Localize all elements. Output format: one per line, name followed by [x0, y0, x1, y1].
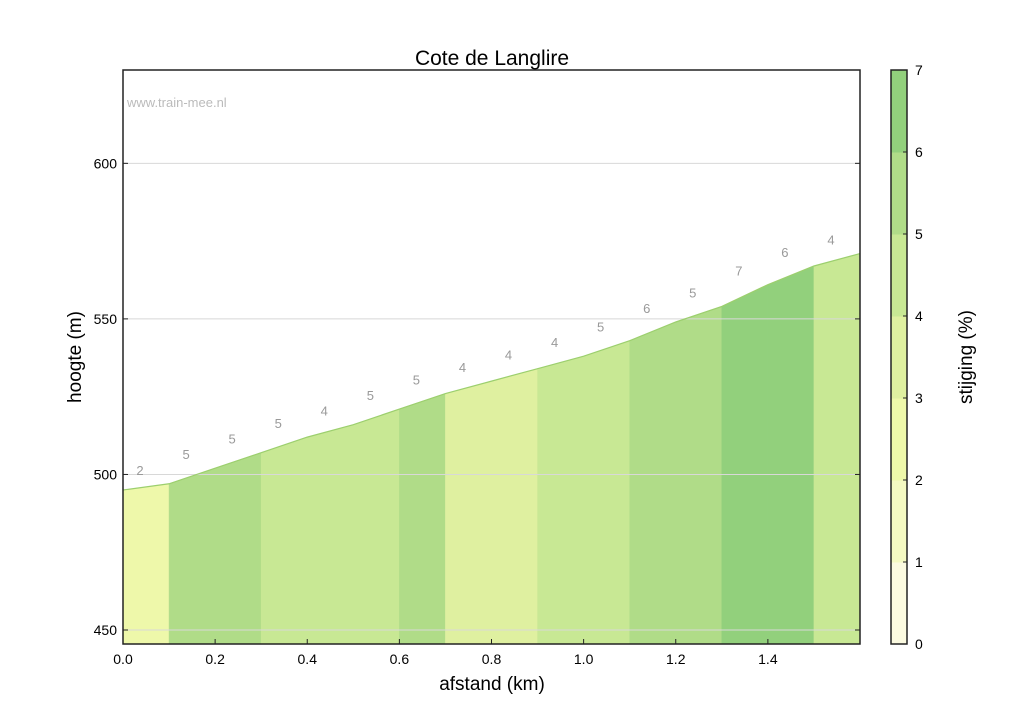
colorbar-segment	[891, 398, 907, 481]
x-tick-label: 0.4	[298, 651, 318, 667]
watermark: www.train-mee.nl	[126, 95, 227, 110]
x-axis-label: afstand (km)	[439, 674, 545, 695]
elevation-line	[122, 252, 861, 491]
grade-band	[445, 380, 492, 645]
y-tick-label: 600	[94, 155, 118, 171]
segment-grade-label: 6	[781, 245, 788, 260]
segment-grade-label: 5	[597, 320, 604, 335]
segment-grade-label: 4	[459, 360, 466, 375]
colorbar-segment	[891, 562, 907, 645]
y-axis-ticks: 450 500 550 600	[94, 155, 860, 638]
grade-band	[583, 340, 630, 645]
grade-band	[168, 467, 216, 645]
segment-grade-label: 5	[413, 373, 420, 388]
colorbar-tick-label: 1	[915, 554, 923, 570]
grade-band	[721, 284, 769, 645]
x-tick-label: 0.8	[482, 651, 502, 667]
x-axis-ticks: 0.0 0.2 0.4 0.6 0.8 1.0 1.2 1.4	[113, 639, 778, 667]
colorbar-tick-label: 0	[915, 636, 923, 652]
segment-grade-label: 5	[182, 447, 189, 462]
segment-grade-labels: 2 5 5 5 4 5 5 4 4 4 5 6 5 7 6 4	[136, 233, 834, 478]
gridlines	[123, 162, 860, 631]
chart-title: Cote de Langlire	[415, 47, 569, 70]
grade-band	[307, 424, 354, 645]
x-tick-label: 1.2	[666, 651, 686, 667]
colorbar: 0 1 2 3 4 5 6 7	[890, 62, 923, 652]
colorbar-label: stijging (%)	[956, 310, 977, 404]
segment-grade-label: 5	[229, 432, 236, 447]
colorbar-tick-label: 7	[915, 62, 923, 78]
x-tick-label: 1.4	[758, 651, 778, 667]
grade-band	[767, 265, 815, 645]
colorbar-tick-label: 6	[915, 144, 923, 160]
colorbar-segment	[891, 316, 907, 399]
y-tick-label: 550	[94, 311, 118, 327]
x-tick-label: 0.6	[390, 651, 410, 667]
x-tick-label: 1.0	[574, 651, 594, 667]
segment-grade-label: 7	[735, 264, 742, 279]
x-tick-label: 0.0	[113, 651, 133, 667]
segment-grade-label: 2	[136, 463, 143, 478]
colorbar-frame	[890, 69, 908, 645]
grade-band	[214, 452, 262, 645]
segment-grade-label: 4	[321, 404, 328, 419]
colorbar-segment	[891, 152, 907, 235]
y-tick-label: 500	[94, 466, 118, 482]
grade-band	[491, 368, 538, 645]
grade-band	[675, 306, 723, 645]
grade-band	[537, 355, 584, 645]
grade-band	[399, 393, 446, 645]
segment-grade-label: 4	[551, 335, 558, 350]
grade-band	[260, 436, 308, 645]
colorbar-tick-label: 4	[915, 308, 923, 324]
segment-grade-label: 5	[689, 285, 696, 300]
colorbar-segment	[891, 70, 907, 153]
colorbar-tick-label: 2	[915, 472, 923, 488]
grade-band	[813, 253, 861, 645]
y-axis-label: hoogte (m)	[65, 311, 86, 403]
colorbar-tick-label: 5	[915, 226, 923, 242]
grade-band	[353, 408, 400, 645]
y-tick-label: 450	[94, 622, 118, 638]
segment-grade-label: 6	[643, 301, 650, 316]
segment-grade-label: 4	[505, 348, 512, 363]
segment-grade-label: 5	[275, 416, 282, 431]
grade-band	[122, 483, 170, 645]
x-tick-label: 0.2	[205, 651, 225, 667]
colorbar-segment	[891, 234, 907, 317]
colorbar-segment	[891, 480, 907, 563]
grade-band	[629, 321, 676, 645]
grade-bands	[122, 253, 861, 645]
segment-grade-label: 4	[827, 233, 834, 248]
colorbar-tick-label: 3	[915, 390, 923, 406]
segment-grade-label: 5	[367, 388, 374, 403]
